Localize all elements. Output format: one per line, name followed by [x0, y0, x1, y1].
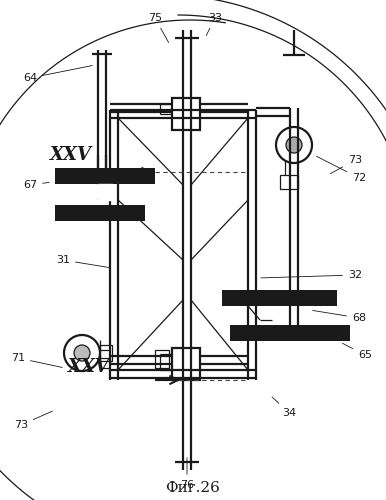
- Bar: [280, 175, 298, 189]
- Text: XXV: XXV: [68, 358, 110, 376]
- Bar: [172, 98, 200, 130]
- Circle shape: [64, 335, 100, 371]
- Bar: [55, 205, 145, 221]
- Circle shape: [276, 127, 312, 163]
- Text: 64: 64: [23, 66, 92, 83]
- Bar: [55, 168, 155, 184]
- Text: 67: 67: [23, 180, 49, 190]
- Bar: [222, 290, 337, 306]
- Bar: [230, 325, 350, 341]
- Circle shape: [74, 345, 90, 361]
- Text: 72: 72: [317, 156, 366, 183]
- Text: 31: 31: [56, 255, 109, 268]
- Text: 32: 32: [261, 270, 362, 280]
- Text: 76: 76: [180, 458, 194, 490]
- Text: Фиг.26: Фиг.26: [166, 481, 220, 495]
- Polygon shape: [98, 184, 112, 200]
- Text: XXV: XXV: [50, 146, 92, 164]
- Text: 65: 65: [342, 344, 372, 360]
- Text: 71: 71: [11, 353, 62, 368]
- Bar: [100, 345, 112, 361]
- Text: 73: 73: [330, 155, 362, 174]
- Text: 75: 75: [148, 13, 169, 43]
- Bar: [172, 348, 200, 380]
- Text: 73: 73: [14, 411, 52, 430]
- Text: 68: 68: [313, 310, 366, 323]
- Text: 34: 34: [272, 397, 296, 418]
- Circle shape: [286, 137, 302, 153]
- Text: 33: 33: [206, 13, 222, 36]
- Bar: [155, 350, 169, 368]
